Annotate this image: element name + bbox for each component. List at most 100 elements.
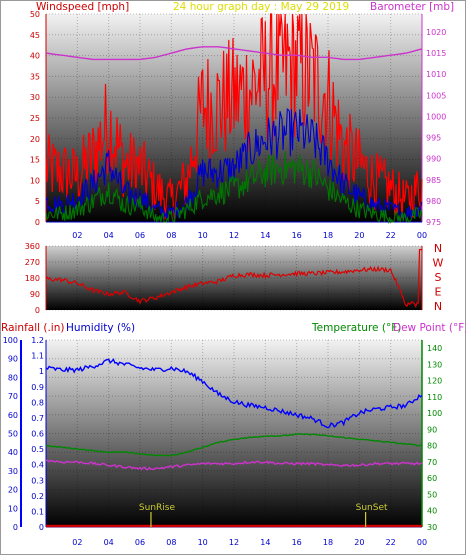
climate-x-tick-label: 12 — [229, 538, 239, 547]
wind-x-tick-label: 04 — [104, 231, 114, 240]
temperature-tick-label: 140 — [427, 344, 442, 353]
wind-y-tick-label: 20 — [30, 135, 40, 144]
temperature-tick-label: 130 — [427, 360, 442, 369]
humidity-tick-label: 100 — [3, 336, 18, 345]
temperature-tick-label: 100 — [427, 409, 442, 418]
humidity-tick-label: 10 — [8, 504, 18, 513]
direction-y-tick-label: 180 — [25, 274, 40, 283]
barometer-y-tick-label: 990 — [426, 155, 441, 164]
compass-label: W — [433, 257, 444, 270]
barometer-y-tick-label: 1010 — [426, 70, 446, 79]
axes-layer: 0510152025303540455097598098599099510001… — [3, 10, 447, 547]
humidity-tick-label: 70 — [8, 392, 18, 401]
climate-x-tick-label: 04 — [104, 538, 114, 547]
barometer-y-tick-label: 975 — [426, 218, 441, 227]
wind-x-tick-label: 20 — [354, 231, 364, 240]
sunset-label: SunSet — [356, 503, 388, 513]
temperature-tick-label: 110 — [427, 393, 442, 402]
climate-x-tick-label: 16 — [292, 538, 302, 547]
temperature-line — [45, 433, 423, 457]
wind-x-tick-label: 08 — [166, 231, 176, 240]
rainfall-tick-label: 0 — [39, 523, 44, 532]
wind-avg-line — [45, 108, 423, 223]
climate-panel-background — [46, 340, 422, 527]
rainfall-tick-label: 1 — [39, 367, 44, 376]
humidity-line — [45, 358, 423, 429]
temperature-tick-label: 80 — [427, 442, 437, 451]
humidity-tick-label: 0 — [13, 523, 18, 532]
temperature-tick-label: 30 — [427, 523, 437, 532]
humidity-tick-label: 80 — [8, 373, 18, 382]
windspeed-axis-title: Windspeed [mph] — [36, 1, 129, 13]
wind-x-tick-label: 10 — [198, 231, 208, 240]
climate-x-tick-label: 10 — [198, 538, 208, 547]
barometer-y-tick-label: 985 — [426, 176, 441, 185]
wind-direction-line — [45, 249, 422, 308]
rainfall-axis-title: Rainfall (.in) — [1, 322, 64, 334]
temperature-tick-label: 40 — [427, 507, 437, 516]
rainfall-tick-label: 0.8 — [31, 398, 44, 407]
temperature-tick-label: 50 — [427, 490, 437, 499]
climate-x-tick-label: 20 — [354, 538, 364, 547]
climate-x-tick-label: 08 — [166, 538, 176, 547]
direction-y-tick-label: 90 — [30, 290, 40, 299]
wind-y-tick-label: 30 — [30, 93, 40, 102]
dewpoint-axis-title: Dew Point (°F) — [393, 322, 466, 334]
rainfall-tick-label: 0.9 — [31, 383, 44, 392]
wind-y-tick-label: 10 — [30, 176, 40, 185]
dewpoint-line — [46, 459, 423, 471]
wind-x-tick-label: 06 — [135, 231, 145, 240]
wind-y-tick-label: 35 — [30, 72, 40, 81]
climate-x-tick-label: 00 — [417, 538, 427, 547]
series-layer: SunRise SunSet — [45, 13, 423, 528]
climate-x-tick-label: 22 — [386, 538, 396, 547]
rainfall-tick-label: 0.3 — [31, 476, 44, 485]
wind-y-tick-label: 5 — [35, 197, 40, 206]
barometer-line — [45, 46, 423, 61]
sunrise-label: SunRise — [139, 503, 176, 513]
barometer-axis-title: Barometer [mb] — [370, 1, 454, 13]
compass-label: E — [435, 286, 442, 299]
humidity-tick-label: 30 — [8, 467, 18, 476]
climate-x-tick-label: 02 — [72, 538, 82, 547]
climate-x-tick-label: 14 — [260, 538, 270, 547]
wind-x-tick-label: 14 — [260, 231, 270, 240]
barometer-y-tick-label: 1020 — [426, 28, 446, 37]
wind-x-tick-label: 16 — [292, 231, 302, 240]
wind-y-tick-label: 50 — [30, 10, 40, 19]
wind-y-tick-label: 40 — [30, 52, 40, 61]
wind-x-tick-label: 02 — [72, 231, 82, 240]
rainfall-tick-label: 0.5 — [31, 445, 44, 454]
rainfall-tick-label: 0.4 — [31, 461, 44, 470]
wind-gust-line — [45, 13, 423, 221]
rainfall-tick-label: 0.7 — [31, 414, 44, 423]
wind-x-tick-label: 18 — [323, 231, 333, 240]
rainfall-tick-label: 1.1 — [31, 352, 44, 361]
direction-panel-background — [46, 246, 422, 310]
humidity-tick-label: 40 — [8, 448, 18, 457]
direction-y-tick-label: 270 — [25, 258, 40, 267]
humidity-tick-label: 60 — [8, 411, 18, 420]
rainfall-tick-label: 1.2 — [31, 336, 44, 345]
humidity-axis-title: Humidity (%) — [66, 322, 135, 334]
wind-low-line — [45, 151, 423, 225]
barometer-y-tick-label: 1015 — [426, 49, 446, 58]
temperature-tick-label: 70 — [427, 458, 437, 467]
humidity-tick-label: 20 — [8, 486, 18, 495]
compass-label: S — [435, 271, 442, 284]
humidity-tick-label: 90 — [8, 355, 18, 364]
wind-y-tick-label: 45 — [30, 31, 40, 40]
rainfall-tick-label: 0.2 — [31, 492, 44, 501]
wind-y-tick-label: 0 — [35, 218, 40, 227]
barometer-y-tick-label: 980 — [426, 197, 441, 206]
compass-label: N — [434, 300, 442, 313]
compass-label: N — [434, 242, 442, 255]
temperature-tick-label: 90 — [427, 425, 437, 434]
wind-x-tick-label: 12 — [229, 231, 239, 240]
climate-x-tick-label: 06 — [135, 538, 145, 547]
wind-y-tick-label: 25 — [30, 114, 40, 123]
humidity-tick-label: 50 — [8, 430, 18, 439]
barometer-y-tick-label: 1000 — [426, 112, 446, 121]
temperature-tick-label: 60 — [427, 474, 437, 483]
